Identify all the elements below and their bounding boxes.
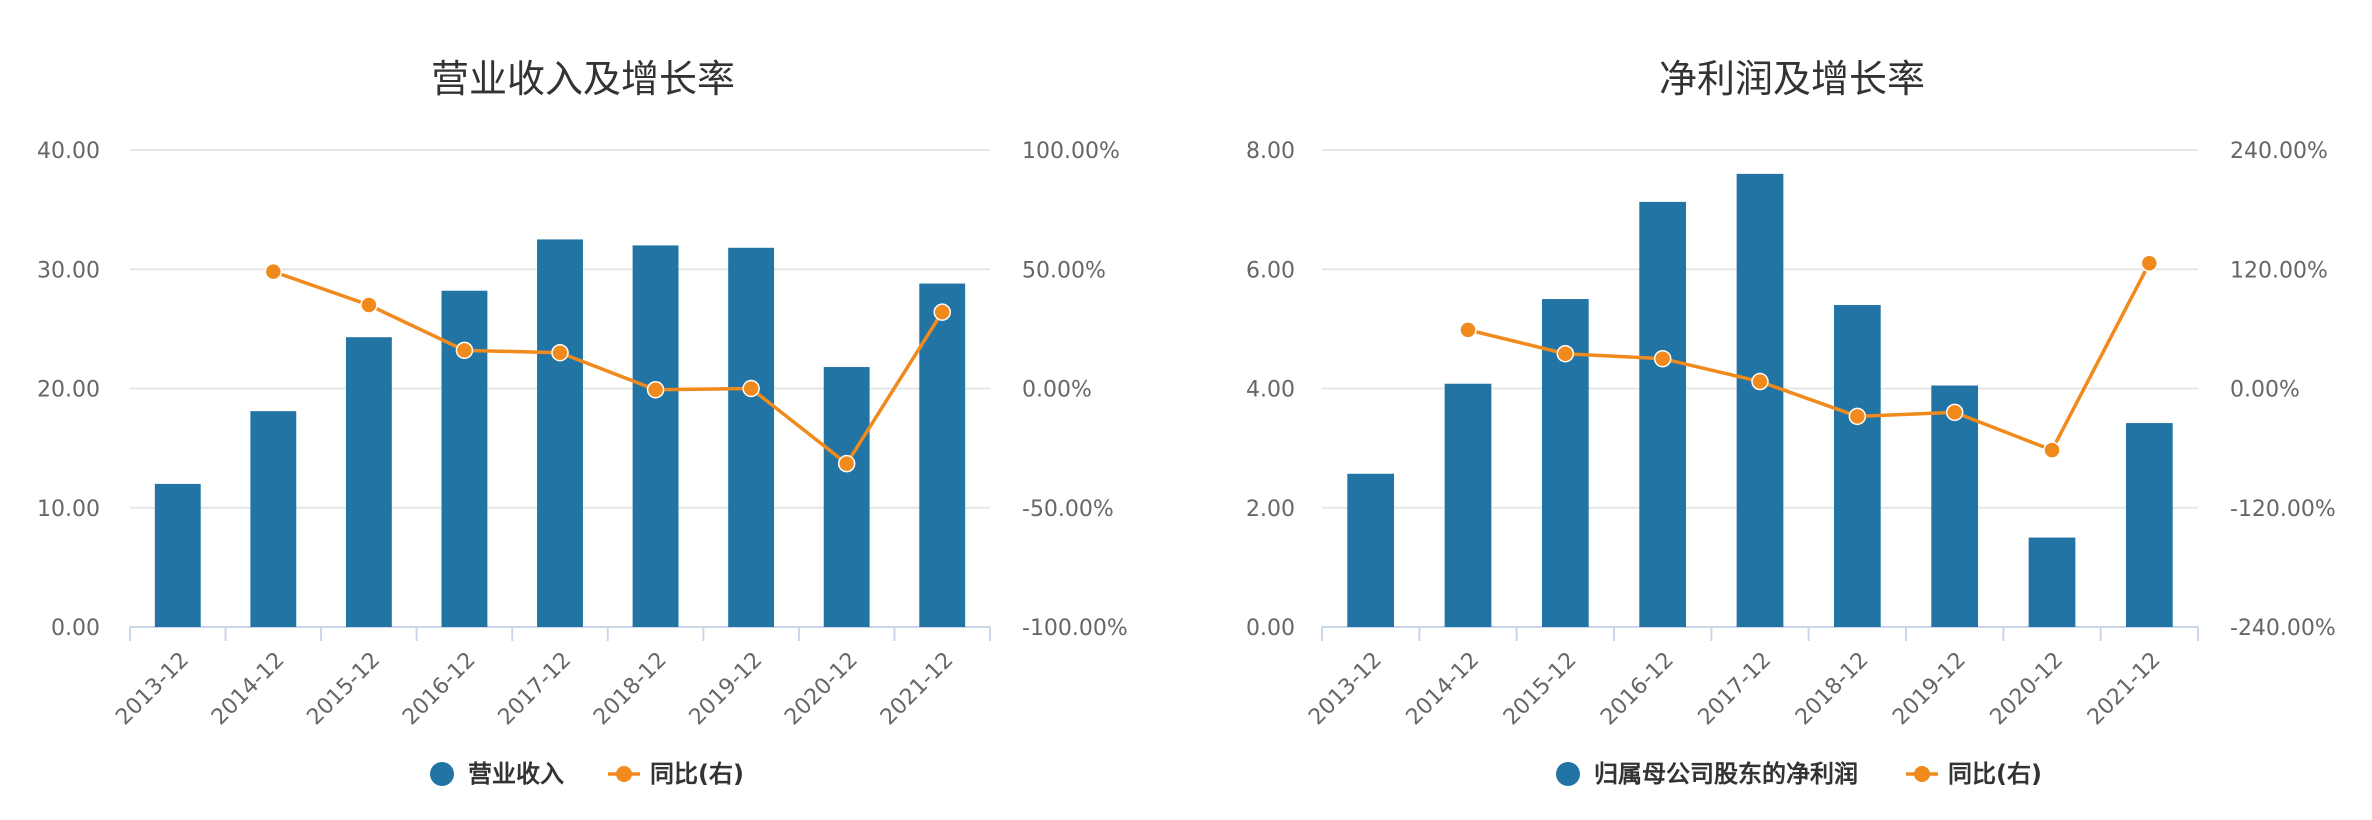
y-right-tick-label: 100.00% xyxy=(1022,139,1120,164)
line-point xyxy=(360,296,378,314)
y-left-tick-label: 0.00 xyxy=(1246,616,1295,641)
line-point xyxy=(264,262,283,281)
x-tick-label: 2014-12 xyxy=(1402,648,1485,731)
y-left-tick-label: 4.00 xyxy=(1246,378,1295,403)
bar xyxy=(823,367,870,627)
line-point xyxy=(455,341,474,360)
x-tick-label: 2019-12 xyxy=(685,648,768,731)
x-tick-label: 2016-12 xyxy=(398,648,481,731)
y-right-tick-label: -240.00% xyxy=(2230,616,2336,641)
growth-line xyxy=(1467,262,2151,453)
bar xyxy=(154,483,201,627)
bar xyxy=(250,411,297,627)
chart-2: 净利润及增长率 8.00 240.00% 6.00 120.00% 4.00 0.00% 2.… xyxy=(1246,57,2336,788)
legend-bar-label: 归属母公司股东的净利润 xyxy=(1594,760,1858,788)
growth-line xyxy=(272,269,944,467)
y-right-tick-label: 50.00% xyxy=(1022,258,1106,283)
y-right-tick-label: -50.00% xyxy=(1022,497,1114,522)
x-tick-label: 2014-12 xyxy=(207,648,290,731)
y-left-tick-label: 10.00 xyxy=(37,497,100,522)
bar xyxy=(1833,305,1881,627)
legend-bar-marker xyxy=(1556,762,1580,786)
chart-title: 净利润及增长率 xyxy=(1659,57,1925,101)
line-point xyxy=(1751,372,1769,391)
x-tick-label: 2018-12 xyxy=(589,648,672,731)
bar xyxy=(1736,173,1784,627)
bar xyxy=(2125,423,2173,627)
line-point xyxy=(933,303,951,321)
legend-line-label: 同比(右) xyxy=(650,760,744,788)
line-point xyxy=(1459,321,1477,339)
x-tick-label: 2018-12 xyxy=(1791,648,1874,731)
line-point xyxy=(742,379,760,398)
line-point xyxy=(646,380,665,399)
x-tick-label: 2021-12 xyxy=(876,648,959,731)
y-right-tick-label: -120.00% xyxy=(2230,497,2336,522)
x-tick-label: 2013-12 xyxy=(1304,648,1387,731)
bar xyxy=(1639,201,1687,627)
bar xyxy=(1444,383,1492,627)
bar xyxy=(345,337,392,627)
x-tick-label: 2020-12 xyxy=(1986,648,2069,731)
x-tick-label: 2013-12 xyxy=(111,648,194,731)
line-point xyxy=(1653,349,1672,368)
y-left-tick-label: 2.00 xyxy=(1246,497,1295,522)
x-tick-label: 2019-12 xyxy=(1888,648,1971,731)
legend-line-marker xyxy=(1914,766,1930,782)
line-point xyxy=(2140,254,2159,273)
line-point xyxy=(1556,344,1575,363)
y-left-tick-label: 30.00 xyxy=(37,258,100,283)
y-right-tick-label: 120.00% xyxy=(2230,258,2328,283)
bar xyxy=(1931,385,1979,627)
y-right-tick-label: 0.00% xyxy=(2230,378,2300,403)
legend-line-label: 同比(右) xyxy=(1948,760,2042,788)
x-tick-label: 2017-12 xyxy=(494,648,577,731)
x-tick-label: 2017-12 xyxy=(1694,648,1777,731)
y-left-tick-label: 20.00 xyxy=(37,378,100,403)
bar xyxy=(1347,473,1395,627)
y-right-tick-label: 0.00% xyxy=(1022,378,1092,403)
legend-line-marker xyxy=(616,766,632,782)
bar xyxy=(537,239,583,627)
y-left-tick-label: 6.00 xyxy=(1246,258,1295,283)
bar xyxy=(919,283,966,627)
x-tick-label: 2015-12 xyxy=(1499,648,1582,731)
line-point xyxy=(1848,407,1867,426)
x-tick-label: 2021-12 xyxy=(2083,648,2166,731)
line-point xyxy=(1945,403,1964,422)
y-left-tick-label: 0.00 xyxy=(51,616,100,641)
legend-bar-label: 营业收入 xyxy=(468,760,564,788)
chart-1: 营业收入及增长率 40.00 100.00% 30.00 50.00% 20.00 0.00… xyxy=(37,57,1128,788)
line-point xyxy=(551,343,569,362)
bar xyxy=(632,245,679,627)
y-right-tick-label: 240.00% xyxy=(2230,139,2328,164)
x-tick-label: 2016-12 xyxy=(1596,648,1679,731)
bar xyxy=(728,247,775,627)
y-left-tick-label: 8.00 xyxy=(1246,139,1295,164)
chart-title: 营业收入及增长率 xyxy=(431,57,735,101)
x-tick-label: 2015-12 xyxy=(302,648,385,731)
legend-bar-marker xyxy=(430,762,454,786)
bar xyxy=(2028,537,2076,627)
x-tick-label: 2020-12 xyxy=(780,648,863,731)
y-left-tick-label: 40.00 xyxy=(37,139,100,164)
line-point xyxy=(837,454,856,473)
line-point xyxy=(2043,441,2061,459)
y-right-tick-label: -100.00% xyxy=(1022,616,1128,641)
